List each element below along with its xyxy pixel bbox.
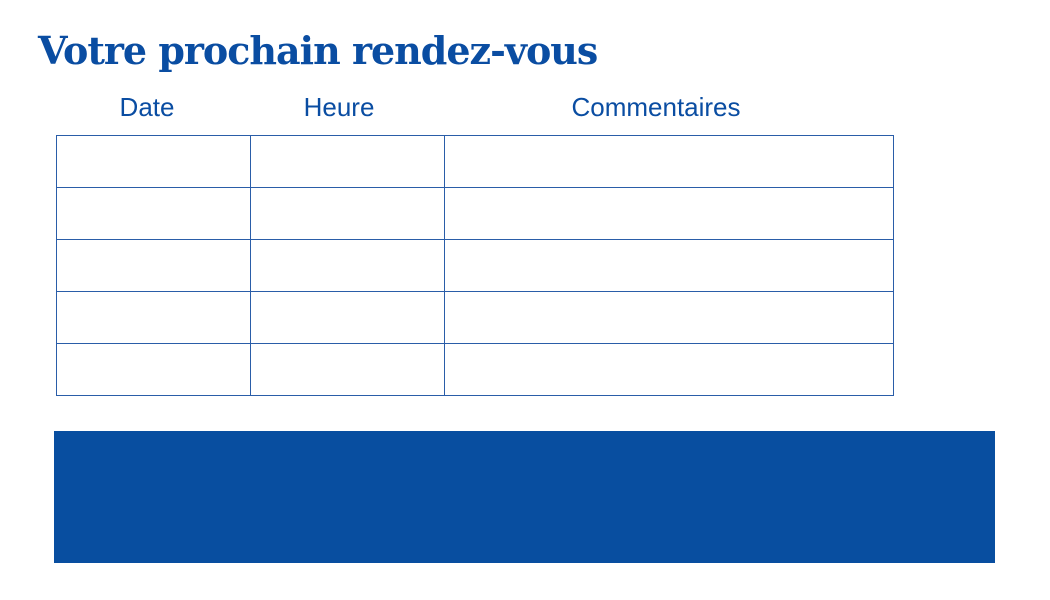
table-row [56,343,894,396]
appointment-table [56,135,894,396]
date-cell[interactable] [56,291,251,344]
table-row [56,135,894,188]
page-title: Votre prochain rendez-vous [38,28,598,73]
date-cell[interactable] [56,343,251,396]
heure-cell[interactable] [250,187,445,240]
column-header-commentaires: Commentaires [571,92,741,122]
heure-cell[interactable] [250,135,445,188]
commentaires-cell[interactable] [444,187,894,240]
blue-footer-band [54,431,995,563]
table-row [56,291,894,344]
heure-cell[interactable] [250,291,445,344]
column-header-date: Date [119,92,175,122]
commentaires-cell[interactable] [444,135,894,188]
commentaires-cell[interactable] [444,343,894,396]
date-cell[interactable] [56,187,251,240]
heure-cell[interactable] [250,343,445,396]
commentaires-cell[interactable] [444,291,894,344]
column-header-heure: Heure [303,92,375,122]
heure-cell[interactable] [250,239,445,292]
date-cell[interactable] [56,239,251,292]
date-cell[interactable] [56,135,251,188]
commentaires-cell[interactable] [444,239,894,292]
table-row [56,239,894,292]
table-row [56,187,894,240]
